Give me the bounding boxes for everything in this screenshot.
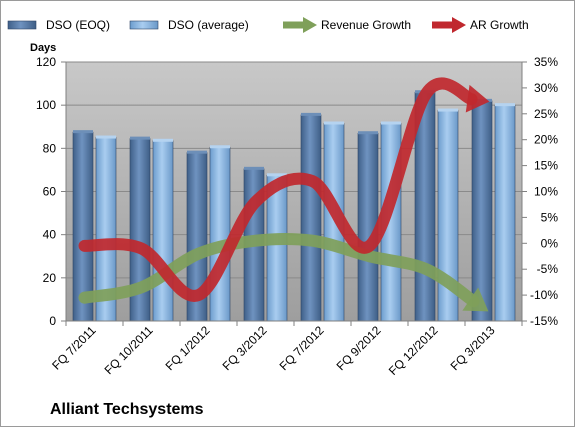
y-axis-title: Days [30, 42, 56, 54]
x-tick-label: FQ 3/2013 [448, 323, 498, 373]
y2-tick-label: 20% [534, 133, 558, 147]
legend-arrow-ar-growth [452, 17, 466, 33]
bar-dso-average [152, 140, 174, 322]
y-tick-label: 120 [36, 55, 56, 69]
bar-cap [96, 135, 116, 139]
y2-tick-label: 5% [541, 210, 559, 224]
y2-tick-label: -15% [530, 314, 558, 328]
legend: DSO (EOQ) DSO (average) Revenue Growth AR G… [7, 17, 529, 33]
bar-cap [244, 166, 264, 170]
bar-cap [153, 138, 173, 142]
y2-tick-label: -10% [530, 288, 558, 302]
legend-label-revenue-growth: Revenue Growth [321, 18, 411, 32]
bar-cap [324, 121, 344, 125]
line-ar-growth [78, 77, 478, 302]
bar-cap [381, 121, 401, 125]
x-tick-label: FQ 7/2011 [49, 323, 99, 373]
y2-tick-label: 15% [534, 159, 558, 173]
bar-cap [130, 136, 150, 140]
bar-cap [267, 173, 287, 177]
y-axis-left-ticks: 0 20 40 60 80 100 120 [36, 55, 66, 328]
legend-swatch-dso-average- [129, 20, 159, 30]
legend-label-ar-growth: AR Growth [470, 18, 529, 32]
arrowhead-ar-growth [465, 84, 490, 113]
y-tick-label: 60 [43, 185, 57, 199]
y-tick-label: 80 [43, 141, 57, 155]
y2-tick-label: 25% [534, 107, 558, 121]
legend-label-dso-average-: DSO (average) [168, 18, 249, 32]
y-tick-label: 40 [43, 228, 57, 242]
company-name: Alliant Techsystems [50, 401, 204, 418]
bar-dso-eoq [300, 114, 322, 322]
legend-arrow-revenue-growth [303, 17, 317, 33]
x-tick-label: FQ 7/2012 [277, 323, 327, 373]
y2-tick-label: 10% [534, 185, 558, 199]
bar-cap [301, 112, 321, 116]
y-tick-label: 100 [36, 98, 56, 112]
legend-swatch-dso-eoq- [7, 20, 37, 30]
bar-dso-average [209, 146, 231, 322]
bar-cap [187, 150, 207, 154]
x-tick-label: FQ 1/2012 [163, 323, 213, 373]
y2-tick-label: -5% [537, 262, 559, 276]
line-revenue-growth [78, 232, 480, 308]
x-tick-label: FQ 3/2012 [220, 323, 270, 373]
bar-cap [358, 131, 378, 135]
x-tick-label: FQ 10/2011 [102, 323, 156, 377]
bar-dso-average [494, 104, 516, 322]
lines [78, 77, 490, 312]
y-axis-right-ticks: -15% -10% -5% 0% 5% 10% 15% 20% 25% 30% 35% [522, 55, 558, 328]
y-tick-label: 0 [49, 314, 56, 328]
arrowhead-revenue-growth [462, 287, 489, 312]
bar-cap [210, 145, 230, 149]
x-tick-label: FQ 12/2012 [386, 323, 441, 378]
y-tick-label: 20 [43, 271, 57, 285]
bar-cap [73, 130, 93, 134]
bar-dso-average [266, 175, 288, 322]
y2-tick-label: 0% [541, 236, 559, 250]
bar-dso-eoq [471, 100, 493, 322]
y2-tick-label: 35% [534, 55, 558, 69]
y2-tick-label: 30% [534, 81, 558, 95]
bar-cap [438, 108, 458, 112]
bar-cap [495, 103, 515, 107]
bars [72, 90, 516, 322]
x-tick-label: FQ 9/2012 [334, 323, 384, 373]
x-axis-ticks: FQ 7/2011 FQ 10/2011 FQ 1/2012 FQ 3/2012 FQ … [49, 321, 523, 378]
legend-label-dso-eoq-: DSO (EOQ) [46, 18, 110, 32]
